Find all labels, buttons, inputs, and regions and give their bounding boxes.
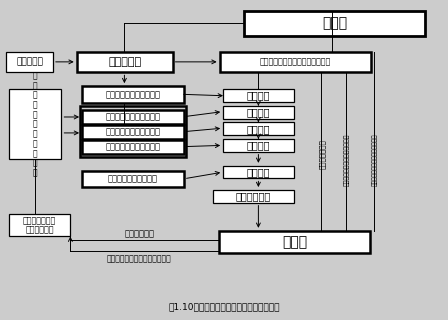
Bar bbox=[82, 171, 184, 187]
Text: 日
本
障
害
者
雇
用
促
進
協
会: 日 本 障 害 者 雇 用 促 進 協 会 bbox=[33, 71, 37, 177]
Bar bbox=[220, 52, 371, 72]
Text: 雇用率達成指導: 雇用率達成指導 bbox=[319, 139, 326, 169]
Text: 障害者雇用支援センター: 障害者雇用支援センター bbox=[105, 90, 160, 99]
Text: 職業指導: 職業指導 bbox=[247, 140, 270, 150]
Text: 特定求職者雇用開発助成金の支給: 特定求職者雇用開発助成金の支給 bbox=[372, 134, 378, 186]
Bar bbox=[223, 123, 294, 135]
Text: 厚生労働省: 厚生労働省 bbox=[16, 58, 43, 67]
Bar bbox=[213, 190, 294, 203]
Text: 公共職業安定所（ハローワーク）: 公共職業安定所（ハローワーク） bbox=[260, 58, 331, 67]
Bar bbox=[9, 214, 70, 236]
Bar bbox=[82, 140, 184, 154]
Text: 職場定着指導: 職場定着指導 bbox=[236, 191, 271, 201]
Text: 障害者職業能力開発校: 障害者職業能力開発校 bbox=[108, 174, 158, 183]
Bar bbox=[219, 231, 370, 253]
Bar bbox=[82, 110, 184, 124]
Bar bbox=[244, 11, 425, 36]
Text: 広域障害者職業センター: 広域障害者職業センター bbox=[105, 127, 160, 136]
Bar bbox=[223, 106, 294, 119]
Text: 障害者: 障害者 bbox=[322, 16, 347, 30]
Bar bbox=[6, 52, 53, 72]
Bar bbox=[82, 125, 184, 139]
Text: 事業主: 事業主 bbox=[282, 235, 307, 249]
Text: 調整金・報奨金・助成金の支給: 調整金・報奨金・助成金の支給 bbox=[107, 254, 172, 263]
Bar bbox=[9, 89, 61, 159]
Text: 求職登録: 求職登録 bbox=[247, 91, 270, 101]
Bar bbox=[77, 52, 172, 72]
Text: 職業評価: 職業評価 bbox=[247, 124, 270, 134]
Text: 納付金の徴収: 納付金の徴収 bbox=[124, 229, 154, 238]
Bar bbox=[82, 86, 184, 103]
Text: 職業紹介: 職業紹介 bbox=[247, 167, 270, 177]
Text: 地方労働局: 地方労働局 bbox=[108, 57, 141, 67]
Text: 地域障害者職業センター: 地域障害者職業センター bbox=[105, 112, 160, 121]
Bar bbox=[223, 166, 294, 179]
Text: 職業相談: 職業相談 bbox=[247, 107, 270, 117]
Text: 都道府県障害者
雇用促進協会: 都道府県障害者 雇用促進協会 bbox=[23, 216, 56, 235]
Bar bbox=[223, 139, 294, 152]
Text: 図1.10　現行の労働行政における支援体制: 図1.10 現行の労働行政における支援体制 bbox=[168, 302, 280, 311]
Text: 障害者雇用に関する相談・援助: 障害者雇用に関する相談・援助 bbox=[345, 134, 350, 186]
Bar bbox=[80, 106, 186, 157]
Bar bbox=[223, 89, 294, 102]
Text: 障害者職業総合センター: 障害者職業総合センター bbox=[105, 142, 160, 151]
